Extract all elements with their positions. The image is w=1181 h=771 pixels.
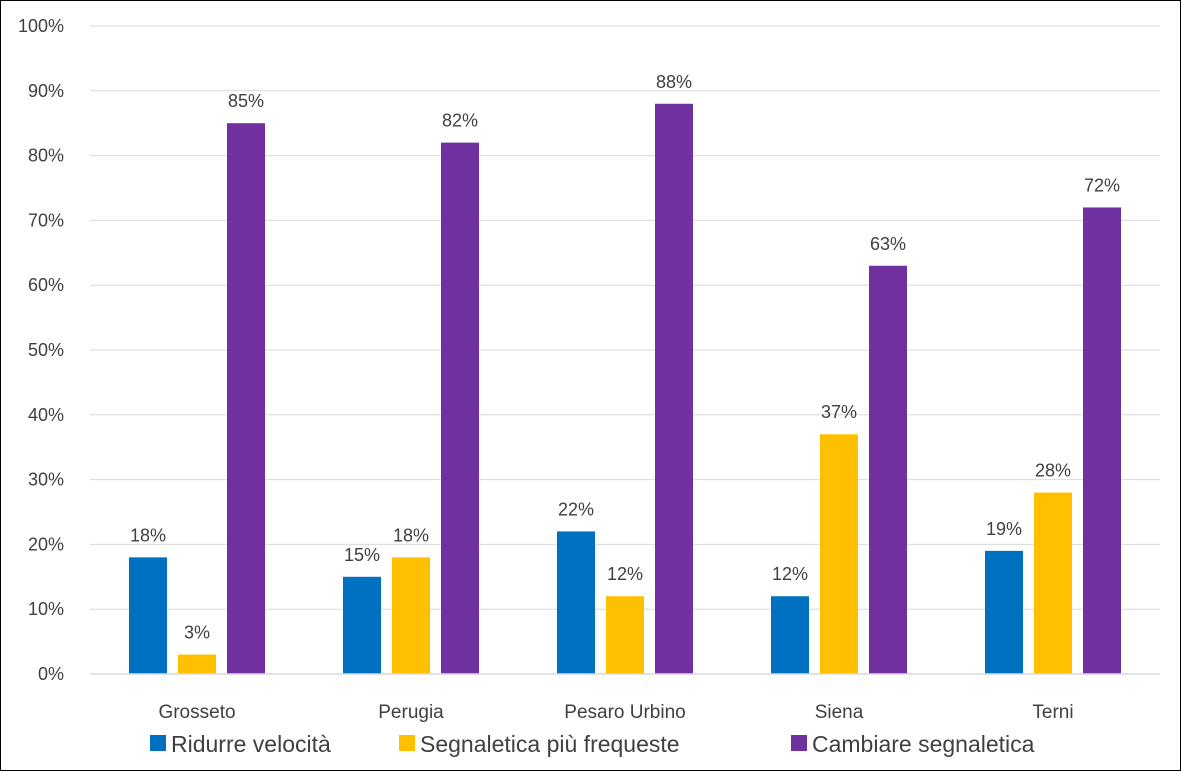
y-tick-label: 0% xyxy=(38,664,64,684)
data-label: 12% xyxy=(772,564,808,584)
x-axis-category-labels: Grosseto Perugia Pesaro Urbino Siena Terni xyxy=(158,702,1073,723)
y-tick-label: 30% xyxy=(28,470,64,490)
legend: Ridurre velocità Segnaletica più frequest… xyxy=(150,731,1035,757)
y-tick-label: 50% xyxy=(28,340,64,360)
bar xyxy=(771,596,809,674)
legend-item: Cambiare segnaletica xyxy=(791,731,1035,757)
data-label: 15% xyxy=(344,545,380,565)
data-label: 85% xyxy=(228,91,264,111)
data-label: 22% xyxy=(558,499,594,519)
data-label: 19% xyxy=(986,519,1022,539)
bar xyxy=(869,265,907,674)
bar xyxy=(441,142,479,674)
y-tick-label: 10% xyxy=(28,599,64,619)
bar xyxy=(129,557,167,674)
bars xyxy=(129,103,1121,674)
bar xyxy=(343,576,381,674)
y-tick-label: 40% xyxy=(28,405,64,425)
x-category-label: Pesaro Urbino xyxy=(564,702,685,723)
data-label: 82% xyxy=(442,111,478,131)
bar xyxy=(557,531,595,674)
x-category-label: Terni xyxy=(1032,702,1073,723)
bar xyxy=(606,596,644,674)
bar xyxy=(655,103,693,674)
legend-item: Ridurre velocità xyxy=(150,731,331,757)
data-label: 37% xyxy=(821,402,857,422)
data-label: 12% xyxy=(607,564,643,584)
bar xyxy=(820,434,858,674)
y-tick-label: 100% xyxy=(18,16,64,36)
bar xyxy=(227,123,265,674)
x-category-label: Perugia xyxy=(378,702,444,723)
data-label: 28% xyxy=(1035,461,1071,481)
x-category-label: Siena xyxy=(815,702,864,723)
data-label: 3% xyxy=(184,623,210,643)
bar xyxy=(1034,492,1072,674)
x-category-label: Grosseto xyxy=(158,702,235,723)
legend-label: Segnaletica più frequeste xyxy=(420,731,680,757)
legend-label: Ridurre velocità xyxy=(171,731,331,757)
legend-item: Segnaletica più frequeste xyxy=(399,731,680,757)
legend-swatch xyxy=(150,735,166,751)
y-tick-label: 60% xyxy=(28,275,64,295)
y-tick-label: 90% xyxy=(28,81,64,101)
data-label: 88% xyxy=(656,72,692,92)
bar xyxy=(1083,207,1121,674)
data-label: 18% xyxy=(130,525,166,545)
y-tick-label: 70% xyxy=(28,210,64,230)
y-tick-label: 80% xyxy=(28,146,64,166)
legend-swatch xyxy=(399,735,415,751)
legend-swatch xyxy=(791,735,807,751)
data-label: 18% xyxy=(393,525,429,545)
legend-label: Cambiare segnaletica xyxy=(812,731,1035,757)
gridlines xyxy=(90,25,1160,610)
bar xyxy=(392,557,430,674)
bar xyxy=(985,550,1023,674)
data-labels: 18% 3% 85% 15% 18% 82% 22% 12% 88% 12% 37% 63% 19% 28… xyxy=(130,72,1120,643)
data-label: 63% xyxy=(870,234,906,254)
y-tick-label: 20% xyxy=(28,534,64,554)
bar xyxy=(178,654,216,674)
data-label: 72% xyxy=(1084,175,1120,195)
y-axis-tick-labels: 0% 10% 20% 30% 40% 50% 60% 70% 80% 90% 100% xyxy=(18,16,64,684)
